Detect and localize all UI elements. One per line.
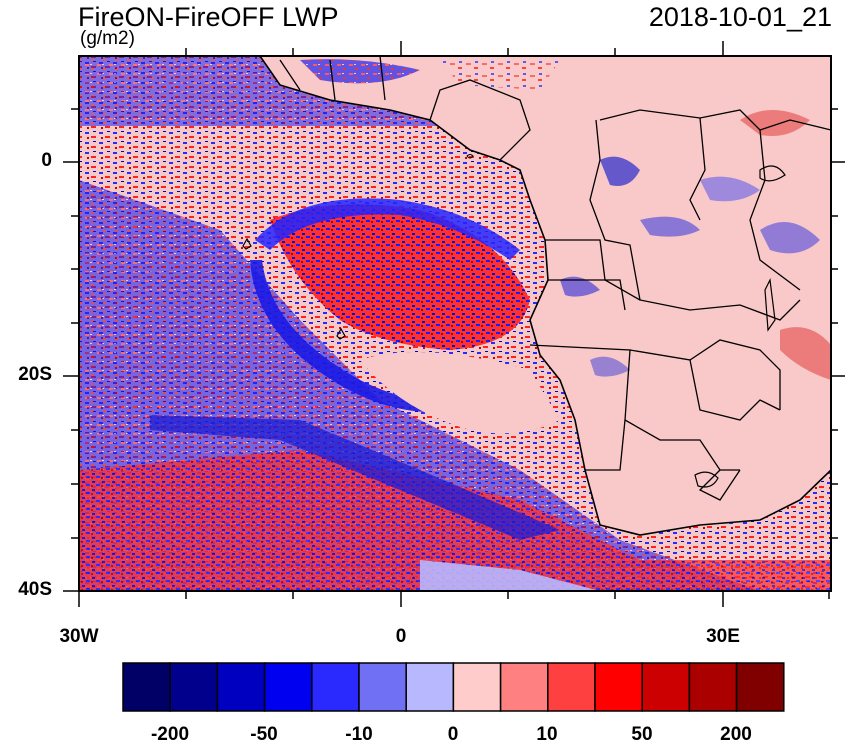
units-label: (g/m2) — [80, 28, 135, 49]
colorbar-box — [216, 662, 266, 712]
land-cloud-patches — [300, 59, 831, 380]
x-tick-label-30w: 30W — [59, 626, 99, 647]
lwp-field — [79, 56, 831, 591]
map-title: FireON-FireOFF LWP — [78, 2, 339, 32]
y-ticks — [63, 108, 845, 592]
colorbar-box — [169, 662, 219, 712]
colorbar-box — [311, 662, 360, 712]
colorbar-label-neg10: -10 — [345, 724, 373, 745]
ascension-marker — [336, 327, 346, 340]
colorbar-box — [122, 662, 171, 712]
colorbar-box — [735, 662, 785, 712]
country-borders — [279, 56, 831, 501]
colorbar-box — [594, 662, 643, 712]
y-tick-label-20s: 20S — [18, 364, 52, 385]
colorbar-label-50: 50 — [631, 724, 653, 745]
colorbar-label-neg200: -200 — [150, 724, 190, 745]
colorbar-box — [358, 662, 407, 712]
colorbar-label-0: 0 — [447, 724, 459, 745]
colorbar-box — [263, 662, 313, 712]
x-tick-label-0: 0 — [395, 626, 407, 647]
colorbar — [122, 662, 785, 712]
colorbar-box — [688, 662, 738, 712]
colorbar-box — [405, 662, 455, 712]
y-tick-label-40s: 40S — [18, 579, 52, 600]
st-helena-marker — [242, 237, 252, 250]
timestamp-label: 2018-10-01_21 — [648, 2, 832, 32]
colorbar-box — [641, 662, 691, 712]
africa-land — [259, 56, 831, 536]
colorbar-label-10: 10 — [536, 724, 558, 745]
colorbar-label-200: 200 — [720, 724, 752, 745]
colorbar-box — [547, 662, 596, 712]
x-tick-label-30e: 30E — [706, 626, 740, 647]
y-tick-label-0: 0 — [41, 150, 52, 171]
colorbar-box — [452, 662, 502, 712]
colorbar-label-neg50: -50 — [250, 724, 278, 745]
x-ticks — [78, 41, 830, 607]
colorbar-box — [499, 662, 549, 712]
